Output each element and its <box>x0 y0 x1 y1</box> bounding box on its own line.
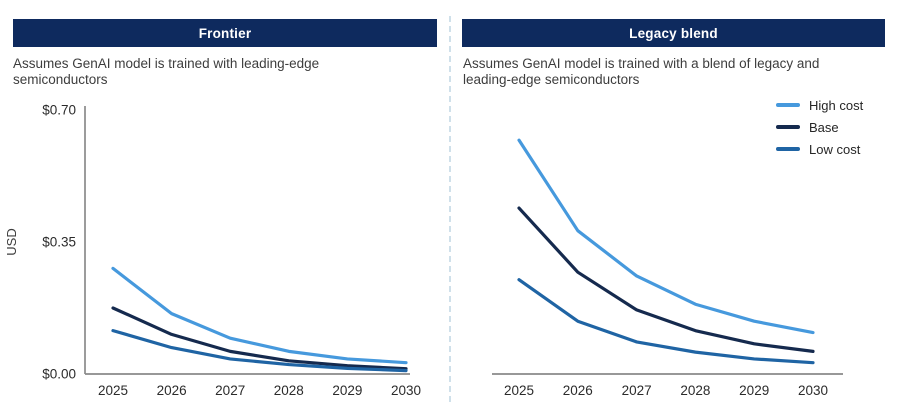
frontier-subtitle: Assumes GenAI model is trained with lead… <box>13 56 320 88</box>
x-tick-label: 2026 <box>157 383 187 398</box>
x-tick-label: 2025 <box>98 383 128 398</box>
x-tick-label: 2027 <box>215 383 245 398</box>
legend: High cost Base Low cost <box>776 97 863 157</box>
y-tick-label: $0.00 <box>42 367 76 382</box>
series-line-low-cost <box>517 278 815 365</box>
frontier-chart: $0.00 $0.35 $0.70 USD 2025 2026 2027 2028 2029 20… <box>4 103 421 399</box>
x-tick-label: 2029 <box>739 383 769 398</box>
legacy-blend-title: Legacy blend <box>629 25 718 41</box>
x-tick-label: 2025 <box>504 383 534 398</box>
series-line-low-cost <box>111 329 408 373</box>
legacy-blend-subtitle: Assumes GenAI model is trained with a bl… <box>463 56 820 88</box>
series-line-high-cost <box>111 266 408 365</box>
x-tick-label: 2029 <box>332 383 362 398</box>
legend-label: Base <box>809 119 839 135</box>
frontier-header-bar: Frontier <box>13 19 437 47</box>
series-line-high-cost <box>517 138 815 335</box>
legend-item-low-cost: Low cost <box>776 141 863 157</box>
legend-label: High cost <box>809 97 864 113</box>
legacy-blend-header-bar: Legacy blend <box>462 19 885 47</box>
series-line-base <box>517 206 815 353</box>
x-tick-label: 2026 <box>563 383 593 398</box>
y-tick-label: $0.70 <box>42 103 76 118</box>
legend-line-icon <box>776 125 800 129</box>
panel-divider <box>449 16 451 402</box>
series-line-base <box>111 306 408 371</box>
y-tick-label: $0.35 <box>42 235 76 250</box>
x-tick-label: 2028 <box>274 383 304 398</box>
x-tick-label: 2028 <box>680 383 710 398</box>
x-tick-label: 2030 <box>391 383 421 398</box>
legend-item-base: Base <box>776 119 863 135</box>
legend-line-icon <box>776 103 800 107</box>
legend-line-icon <box>776 147 800 151</box>
y-axis-title: USD <box>4 228 19 255</box>
x-tick-label: 2027 <box>622 383 652 398</box>
legend-label: Low cost <box>809 141 861 157</box>
frontier-title: Frontier <box>198 25 252 41</box>
legacy-blend-chart: 2025 2026 2027 2028 2029 2030 <box>492 138 843 398</box>
legend-item-high-cost: High cost <box>776 97 863 113</box>
x-tick-label: 2030 <box>798 383 828 398</box>
